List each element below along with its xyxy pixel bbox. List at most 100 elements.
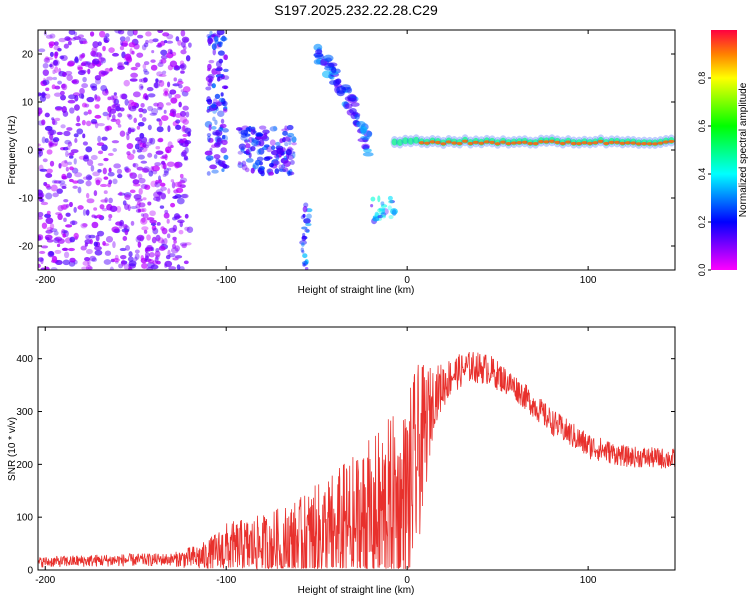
heatmap-cell [75, 122, 81, 127]
heatmap-cell [124, 168, 132, 173]
heatmap-cell [63, 217, 67, 223]
heatmap-cell [132, 162, 139, 168]
heatmap-cell [81, 266, 90, 270]
heatmap-cell [117, 174, 123, 179]
heatmap-cell [207, 80, 211, 87]
heatmap-cell [172, 224, 178, 232]
heatmap-cell [188, 42, 192, 48]
heatmap-cell [166, 233, 171, 239]
heatmap-cell [113, 163, 121, 169]
heatmap-cell [96, 52, 102, 58]
heatmap-cell [160, 54, 168, 60]
heatmap-cell [124, 229, 129, 236]
heatmap-cell [175, 119, 181, 124]
heatmap-cell [124, 98, 129, 106]
heatmap-cell [51, 255, 58, 263]
heatmap-cell [38, 235, 42, 241]
heatmap-cell [306, 213, 312, 219]
heatmap-cell [52, 69, 56, 75]
heatmap-cell [391, 209, 397, 216]
heatmap-cell [69, 236, 76, 243]
heatmap-cell [222, 54, 227, 60]
y-tick-label: 200 [16, 460, 33, 471]
heatmap-cell [305, 222, 312, 227]
heatmap-cell [97, 162, 104, 166]
heatmap-cell [116, 168, 123, 175]
heatmap-cell [222, 100, 228, 107]
heatmap-cell [166, 34, 174, 40]
heatmap-cell [63, 130, 71, 137]
heatmap-cell [57, 80, 63, 85]
heatmap-cell [175, 36, 180, 42]
heatmap-cell [182, 124, 186, 132]
heatmap-cell [559, 141, 566, 146]
heatmap-cell [211, 43, 217, 50]
heatmap-cell [170, 247, 179, 254]
heatmap-cell [130, 206, 138, 210]
heatmap-cell [212, 131, 221, 136]
heatmap-cell [49, 51, 54, 57]
x-tick-label: -200 [35, 275, 55, 286]
heatmap-cell [241, 164, 248, 171]
heatmap-cell [132, 149, 136, 154]
heatmap-cell [220, 163, 227, 168]
heatmap-cell [301, 242, 305, 247]
heatmap-cell [54, 249, 62, 254]
heatmap-cell [123, 54, 132, 62]
heatmap-cell [54, 85, 61, 90]
heatmap-cell [45, 173, 53, 178]
heatmap-cell [360, 135, 370, 141]
x-tick-label: -100 [216, 275, 236, 286]
heatmap-cell [151, 108, 159, 115]
heatmap-cell [283, 160, 291, 167]
heatmap-cell [521, 140, 528, 144]
heatmap-cell [147, 105, 154, 112]
heatmap-cell [168, 266, 177, 270]
heatmap-cell [241, 160, 247, 167]
heatmap-cell [429, 140, 436, 144]
heatmap-cell [144, 247, 149, 253]
heatmap-cell [124, 194, 131, 200]
y-tick-label: -20 [19, 242, 34, 253]
heatmap-cell [164, 209, 169, 214]
heatmap-cell [82, 141, 89, 146]
heatmap-cell [205, 155, 214, 161]
heatmap-cell [108, 112, 112, 118]
heatmap-cell [146, 234, 151, 241]
heatmap-cell [174, 161, 180, 169]
heatmap-cell [216, 66, 223, 72]
heatmap-cell [162, 32, 170, 37]
x-tick-label: -100 [216, 575, 236, 586]
heatmap-cell [58, 37, 66, 43]
heatmap-cell [126, 142, 134, 150]
heatmap-cell [314, 54, 325, 60]
heatmap-cell [52, 59, 60, 67]
heatmap-cell [73, 158, 77, 165]
heatmap-cell [90, 50, 97, 57]
heatmap-cell [62, 110, 69, 117]
heatmap-cell [42, 79, 50, 86]
heatmap-cell [45, 183, 51, 188]
heatmap-cell [95, 179, 101, 186]
heatmap-cell [211, 83, 216, 89]
heatmap-cell [181, 243, 187, 249]
heatmap-cell [80, 54, 85, 59]
heatmap-cell [472, 140, 479, 144]
heatmap-cell [52, 137, 60, 143]
heatmap-cell [54, 51, 59, 57]
heatmap-cell [380, 201, 385, 206]
heatmap-cell [155, 146, 161, 150]
heatmap-cell [222, 108, 228, 113]
heatmap-cell [46, 168, 53, 174]
heatmap-cell [82, 223, 88, 228]
heatmap-cell [132, 179, 140, 185]
heatmap-cell [258, 147, 265, 155]
heatmap-cell [52, 192, 59, 198]
heatmap-cell [147, 152, 153, 158]
heatmap-cell [145, 39, 149, 45]
heatmap-cell [206, 133, 212, 138]
heatmap-cell [313, 43, 323, 51]
heatmap-cell [87, 62, 95, 69]
heatmap-cell [144, 95, 149, 101]
